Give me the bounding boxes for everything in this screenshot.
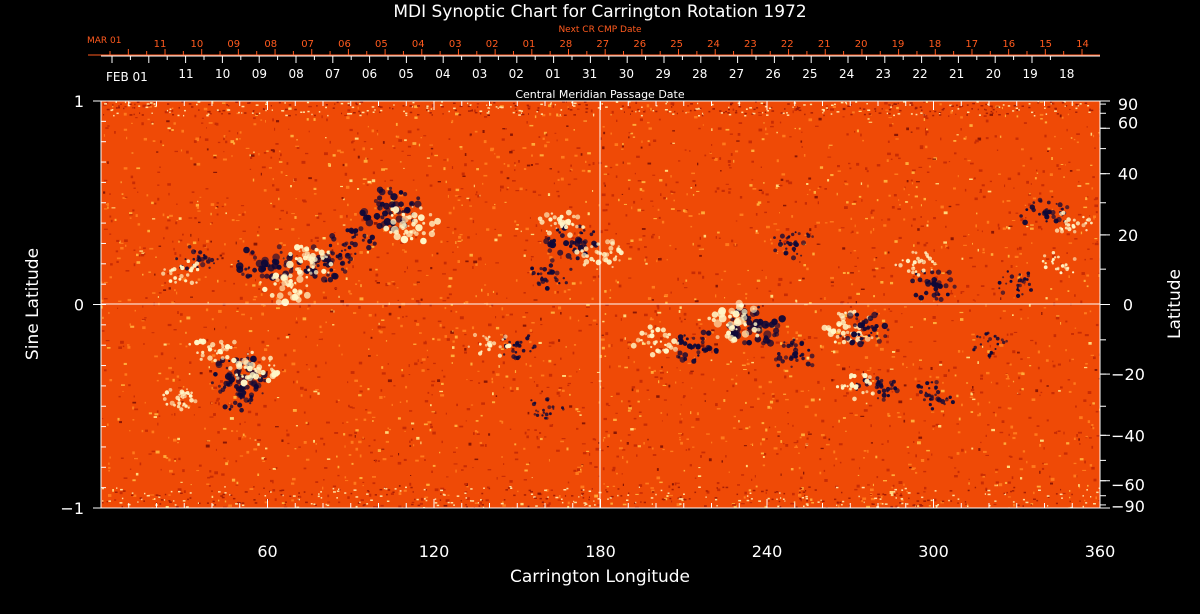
next-cr-date-axis: 11 10 09 08 07 06 05 04 03 02 01 28 27 26 25 24 23 22 21 20… [88,39,1100,55]
next-cr-date-label: 20 [855,39,868,50]
x-tick-label: 300 [918,542,949,561]
next-cr-date-label: 15 [1039,39,1052,50]
next-cr-date-label: 06 [338,39,351,50]
cmp-date-label: 21 [949,67,964,81]
cmp-date-label: 31 [582,67,597,81]
next-cr-axis-label: Next CR CMP Date [558,25,642,35]
next-cr-date-label: 04 [412,39,425,50]
next-cr-date-label: 22 [781,39,794,50]
next-cr-date-label: 14 [1076,39,1089,50]
cmp-date-label: 08 [288,67,303,81]
cmp-date-label: 03 [472,67,487,81]
y-right-tick-label: 60 [1118,113,1138,132]
next-cr-date-label: 11 [154,39,167,50]
cmp-date-label: 06 [362,67,377,81]
next-cr-date-label: 02 [486,39,499,50]
next-cr-date-label: 08 [264,39,277,50]
cmp-date-label: 22 [912,67,927,81]
y-right-tick-label: −20 [1111,365,1145,384]
cmp-date-label: 10 [215,67,230,81]
cmp-start-label: FEB 01 [106,70,148,84]
next-cr-start-label: MAR 01 [87,36,122,46]
next-cr-date-label: 16 [1002,39,1015,50]
y-right-tick-label: −90 [1111,497,1145,516]
cmp-date-label: 28 [692,67,707,81]
y-right-tick-label: −60 [1111,476,1145,495]
x-axis-label: Carrington Longitude [510,567,690,587]
next-cr-date-label: 01 [523,39,536,50]
cmp-date-label: 09 [252,67,267,81]
x-tick-label: 60 [257,542,277,561]
next-cr-date-label: 17 [965,39,978,50]
next-cr-date-label: 07 [301,39,314,50]
chart-title: MDI Synoptic Chart for Carrington Rotati… [393,2,806,22]
cmp-date-label: 30 [619,67,634,81]
x-tick-label: 180 [585,542,616,561]
cmp-date-label: 01 [545,67,560,81]
cmp-date-label: 20 [986,67,1001,81]
next-cr-date-label: 10 [191,39,204,50]
cmp-date-label: 07 [325,67,340,81]
next-cr-date-label: 09 [227,39,240,50]
cmp-axis-label: Central Meridian Passage Date [515,88,684,101]
y-axis-left: 1 0 −1 [60,92,106,518]
cmp-date-label: 04 [435,67,450,81]
y-axis-left-label: Sine Latitude [23,248,43,360]
x-tick-label: 120 [419,542,450,561]
next-cr-date-label: 24 [707,39,720,50]
cmp-date-label: 05 [399,67,414,81]
x-tick-label: 240 [752,542,783,561]
cmp-date-label: 27 [729,67,744,81]
cmp-date-label: 24 [839,67,854,81]
cmp-date-label: 18 [1059,67,1074,81]
y-axis-right-label: Latitude [1165,269,1185,339]
y-right-tick-label: 40 [1118,165,1138,184]
next-cr-date-label: 05 [375,39,388,50]
cmp-date-label: 29 [655,67,670,81]
y-right-tick-label: 20 [1118,226,1138,245]
next-cr-date-label: 28 [560,39,573,50]
cmp-date-axis: 11 10 09 08 07 06 05 04 03 02 01 31 30 29 28 27 26 25 24 23… [101,56,1100,81]
next-cr-date-label: 27 [596,39,609,50]
cmp-date-label: 26 [766,67,781,81]
y-right-tick-label: 90 [1118,95,1138,114]
y-left-tick-label: −1 [60,499,84,518]
next-cr-date-label: 18 [929,39,942,50]
y-left-tick-label: 1 [74,92,84,111]
cmp-date-label: 19 [1022,67,1037,81]
magnetogram-field [101,101,1103,510]
next-cr-date-label: 25 [670,39,683,50]
cmp-date-label: 02 [509,67,524,81]
next-cr-date-label: 03 [449,39,462,50]
cmp-date-label: 25 [802,67,817,81]
cmp-date-label: 23 [876,67,891,81]
next-cr-date-label: 26 [633,39,646,50]
next-cr-date-label: 23 [744,39,757,50]
x-tick-label: 360 [1085,542,1116,561]
cmp-date-label: 11 [178,67,193,81]
next-cr-date-label: 21 [818,39,831,50]
next-cr-date-label: 19 [892,39,905,50]
y-right-tick-label: 0 [1123,296,1133,315]
y-left-tick-label: 0 [74,296,84,315]
y-right-tick-label: −40 [1111,426,1145,445]
